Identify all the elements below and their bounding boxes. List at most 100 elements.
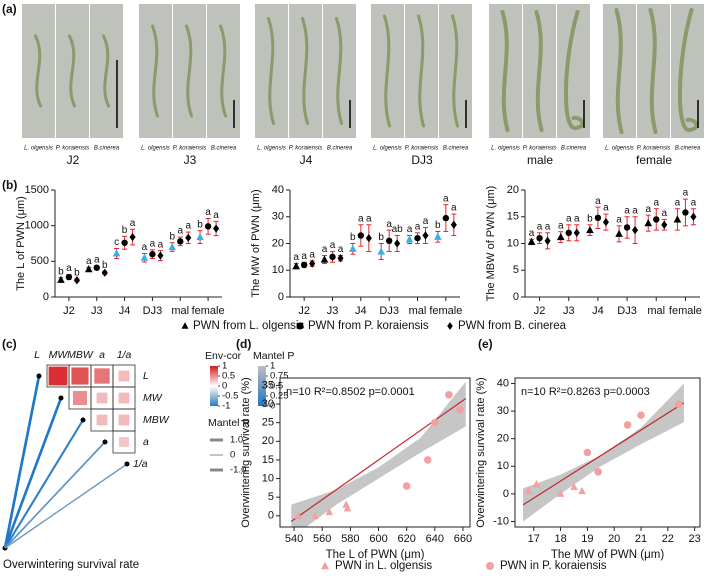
- panel-label: (e): [478, 337, 493, 351]
- colorbar: [258, 366, 266, 406]
- point: [434, 232, 442, 240]
- point: [311, 511, 319, 519]
- x-tick-label: 18: [554, 533, 566, 545]
- significance-letter: b: [169, 231, 175, 242]
- significance-letter: a: [309, 250, 315, 261]
- significance-letter: a: [574, 213, 580, 224]
- y-tick-label: 10: [507, 237, 519, 249]
- legend-label: PWN from P. koraiensis: [308, 320, 429, 332]
- point: [213, 224, 220, 233]
- species-label: B.cinerea: [327, 146, 353, 152]
- point: [129, 232, 136, 242]
- colorbar-tick-label: 1: [222, 361, 227, 372]
- significance-letter: a: [330, 240, 336, 251]
- y-tick-label: 10: [262, 472, 274, 484]
- row-label: a: [143, 436, 149, 448]
- colorbar-tick-label: 0.5: [222, 371, 235, 382]
- significance-letter: a: [338, 244, 344, 255]
- nematode: [151, 24, 159, 118]
- point: [623, 421, 632, 429]
- point: [594, 214, 602, 222]
- column-label: 1/a: [117, 349, 132, 361]
- point: [661, 220, 668, 229]
- species-label: L. olgensis: [257, 146, 286, 152]
- x-tick-label: 620: [397, 533, 415, 545]
- y-axis-title: Overwintering survival rate (%): [240, 377, 252, 527]
- y-tick-label: 20: [497, 433, 509, 445]
- y-tick-label: 30: [262, 398, 274, 410]
- legend-label: PWN in L. olgensis: [335, 560, 432, 572]
- column-label: MBW: [67, 349, 94, 361]
- mantel-link: [4, 463, 128, 549]
- point: [65, 273, 73, 281]
- x-tick-label: mal: [647, 305, 665, 317]
- row-label: L: [143, 370, 149, 382]
- significance-letter: b: [378, 232, 384, 243]
- point: [602, 217, 609, 227]
- point: [423, 456, 432, 464]
- colorbar-tick-label: -0.5: [222, 391, 238, 402]
- significance-letter: a: [407, 224, 413, 235]
- x-tick-label: J4: [355, 305, 367, 317]
- significance-letter: a: [691, 197, 697, 208]
- correlation-square: [96, 414, 108, 426]
- point: [121, 239, 128, 246]
- nematode: [185, 24, 193, 118]
- x-tick-label: J2: [63, 305, 75, 317]
- x-tick-label: 540: [285, 533, 303, 545]
- point: [93, 264, 100, 271]
- point: [445, 390, 453, 399]
- species-label: B.cinerea: [211, 146, 237, 152]
- point: [320, 255, 329, 263]
- point: [349, 244, 357, 252]
- point: [185, 233, 192, 242]
- significance-letter: a: [675, 197, 681, 208]
- point: [570, 482, 578, 491]
- point: [57, 275, 65, 283]
- stage-label: DJ3: [411, 153, 433, 167]
- point: [177, 238, 184, 245]
- mantel-node: [58, 395, 64, 401]
- y-tick-label: 40: [497, 377, 509, 389]
- point: [644, 218, 653, 227]
- x-tick-label: J2: [298, 305, 310, 317]
- x-tick-label: J3: [563, 305, 575, 317]
- point: [402, 482, 411, 490]
- significance-letter: a: [142, 242, 148, 253]
- significance-letter: a: [358, 213, 364, 224]
- stage-label: J4: [300, 153, 313, 167]
- correlation-square: [94, 368, 110, 384]
- stage-label: female: [636, 153, 672, 167]
- significance-letter: a: [645, 204, 651, 215]
- x-tick-label: DJ3: [143, 305, 163, 317]
- frame: [514, 377, 701, 528]
- legend-label: PWN from L. olgensis: [193, 320, 304, 332]
- significance-letter: a: [443, 193, 449, 204]
- point: [84, 265, 93, 273]
- colorbar-tick-label: 0: [270, 401, 275, 412]
- significance-letter: a: [415, 221, 421, 232]
- significance-letter: a: [566, 213, 572, 224]
- significance-letter: a: [603, 203, 609, 214]
- point: [527, 237, 536, 245]
- significance-letter: c: [114, 237, 119, 248]
- species-label: L. olgensis: [491, 146, 520, 152]
- point: [637, 411, 645, 420]
- colorbar-tick-label: -1: [222, 401, 230, 412]
- significance-letter: a: [205, 207, 211, 218]
- significance-letter: a: [624, 205, 630, 216]
- column-label: MW: [49, 349, 69, 361]
- point: [300, 261, 308, 269]
- legend-label: PWN in P. koraiensis: [500, 560, 607, 572]
- significance-letter: a: [130, 218, 136, 229]
- point: [343, 504, 352, 512]
- legend-label: PWN from B. cinerea: [458, 320, 567, 332]
- point: [556, 232, 565, 241]
- column-label: L: [34, 349, 40, 361]
- nematode: [500, 10, 510, 132]
- y-tick-label: 30: [497, 405, 509, 417]
- species-label: L. olgensis: [605, 146, 634, 152]
- point: [586, 225, 594, 234]
